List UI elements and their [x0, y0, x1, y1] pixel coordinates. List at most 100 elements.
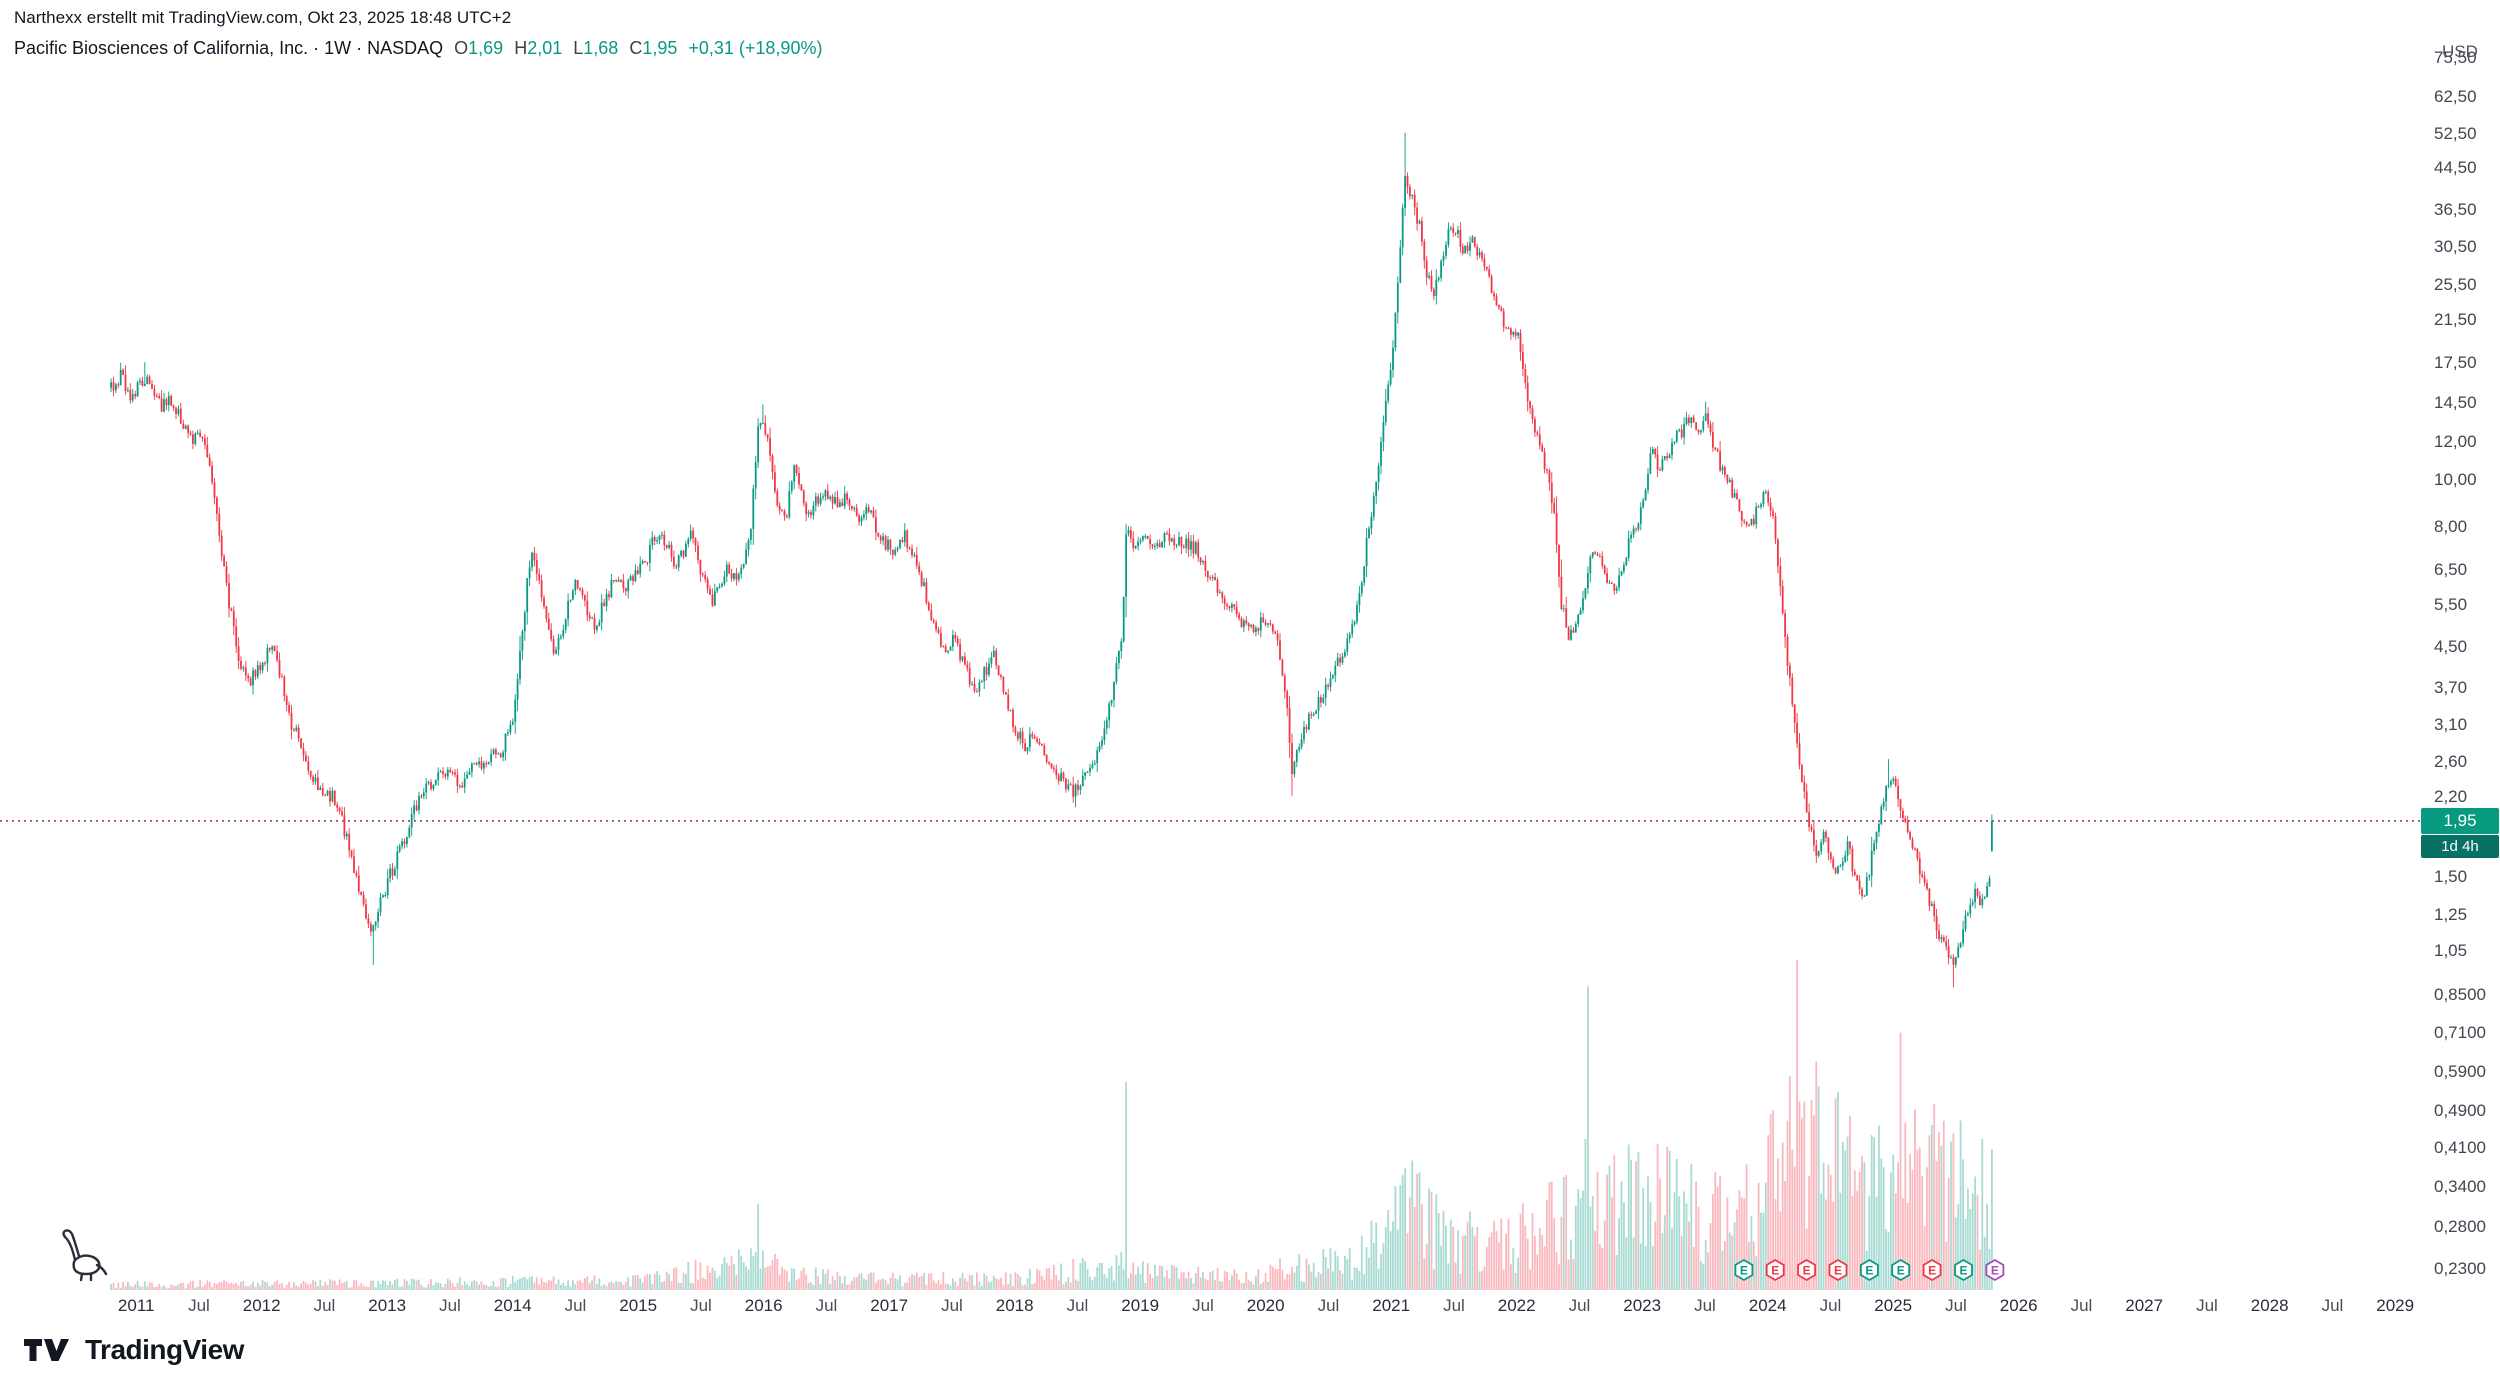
time-tick: Jul	[1568, 1296, 1591, 1315]
price-tick: 14,50	[2434, 392, 2477, 412]
price-tick: 62,50	[2434, 87, 2477, 107]
price-tick: 10,00	[2434, 470, 2477, 490]
svg-text:E: E	[1959, 1264, 1967, 1278]
tradingview-logo[interactable]: TradingView	[22, 1334, 244, 1366]
time-tick: 2019	[1121, 1296, 1160, 1315]
earnings-marker[interactable]: E	[1797, 1258, 1816, 1282]
price-tick: 0,2300	[2434, 1258, 2486, 1278]
price-tick: 1,50	[2434, 866, 2468, 886]
time-tick: Jul	[1694, 1296, 1716, 1315]
dinosaur-drawing[interactable]	[62, 1229, 108, 1282]
svg-text:E: E	[1834, 1264, 1842, 1278]
svg-text:E: E	[1771, 1264, 1779, 1278]
time-tick: Jul	[1192, 1296, 1214, 1315]
time-tick: Jul	[2196, 1296, 2218, 1315]
candle-wicks-down	[113, 172, 1981, 988]
symbol-line: Pacific Biosciences of California, Inc. …	[14, 38, 822, 59]
price-tick: 0,4100	[2434, 1137, 2486, 1157]
bar-countdown: 1d 4h	[2421, 834, 2499, 858]
chart-byline: Narthexx erstellt mit TradingView.com, O…	[14, 8, 512, 27]
price-tick: 0,5900	[2434, 1061, 2486, 1081]
tradingview-mark-icon	[24, 1339, 69, 1361]
price-tick: 30,50	[2434, 237, 2477, 257]
time-tick: Jul	[564, 1296, 587, 1315]
ohlc-open: O1,69	[454, 38, 504, 58]
svg-text:E: E	[1897, 1264, 1905, 1278]
earnings-marker[interactable]: E	[1734, 1258, 1754, 1282]
time-tick: Jul	[1819, 1296, 1842, 1315]
time-tick: 2028	[2250, 1296, 2289, 1315]
change-value: +0,31 (+18,90%)	[688, 38, 823, 58]
earnings-marker[interactable]: E	[1954, 1258, 1973, 1282]
time-tick: 2014	[493, 1296, 532, 1315]
time-tick: Jul	[1945, 1296, 1967, 1315]
price-tick: 1,05	[2434, 941, 2468, 961]
time-tick: 2011	[117, 1296, 155, 1315]
svg-text:E: E	[1928, 1264, 1936, 1278]
price-tick: 6,50	[2434, 560, 2468, 580]
time-tick: Jul	[941, 1296, 963, 1315]
earnings-marker[interactable]: E	[1828, 1258, 1848, 1282]
earnings-marker[interactable]: E	[1922, 1258, 1942, 1282]
price-tick: 3,70	[2434, 678, 2468, 697]
svg-text:E: E	[1865, 1264, 1873, 1278]
svg-text:E: E	[1991, 1264, 1999, 1278]
price-tick: 0,7100	[2434, 1023, 2486, 1043]
price-tick: 1,25	[2434, 904, 2468, 924]
price-tick: 52,50	[2434, 123, 2477, 143]
earnings-marker[interactable]: E	[1985, 1258, 2005, 1282]
ohlc-close: C1,95	[629, 38, 678, 58]
candle-bodies-up	[110, 176, 1993, 965]
currency-label[interactable]: USD	[2442, 42, 2478, 61]
candle-bodies-down	[112, 176, 1981, 965]
time-tick: 2029	[2376, 1296, 2415, 1315]
time-axis[interactable]: 2011 Jul 2012 Jul 2013 Jul 2014 Jul 2015 Jul 2016 J…	[0, 1292, 2420, 1322]
time-tick: 2018	[995, 1296, 1034, 1315]
time-tick: 2015	[619, 1296, 658, 1315]
svg-text:E: E	[1740, 1264, 1748, 1278]
time-tick: 2026	[1999, 1296, 2038, 1315]
price-tick: 25,50	[2434, 274, 2477, 294]
earnings-marker[interactable]: E	[1765, 1258, 1785, 1282]
time-tick: Jul	[2321, 1296, 2344, 1315]
time-tick: Jul	[313, 1296, 336, 1315]
price-tick: 44,50	[2434, 158, 2477, 178]
earnings-marker[interactable]: E	[1860, 1258, 1879, 1282]
earnings-marker[interactable]: E	[1891, 1258, 1911, 1282]
ohlc-high: H2,01	[514, 38, 563, 58]
price-tick: 12,00	[2434, 432, 2477, 452]
chart-header: Narthexx erstellt mit TradingView.com, O…	[14, 8, 822, 59]
candle-wicks-up	[110, 132, 1993, 968]
price-tick: 3,10	[2434, 714, 2468, 734]
price-tick: 0,8500	[2434, 985, 2486, 1005]
volume-bars-down	[112, 960, 1981, 1290]
price-tick: 21,50	[2434, 310, 2477, 330]
symbol-title[interactable]: Pacific Biosciences of California, Inc. …	[14, 38, 444, 58]
time-tick: 2024	[1748, 1296, 1787, 1315]
price-tick: 17,50	[2434, 353, 2477, 373]
price-axis[interactable]: 75,50 62,50 52,50 44,50 36,50 30,50 25,50 21,50…	[2420, 0, 2500, 1320]
time-tick: 2025	[1874, 1296, 1913, 1315]
price-tick: 2,60	[2434, 751, 2468, 771]
time-tick: Jul	[690, 1296, 712, 1315]
price-tick: 2,20	[2434, 786, 2468, 806]
time-tick: 2017	[870, 1296, 909, 1315]
price-tick: 0,4900	[2434, 1100, 2486, 1120]
price-tick: 0,2800	[2434, 1217, 2486, 1237]
price-tick: 75,50	[2434, 47, 2477, 67]
time-tick: 2027	[2125, 1296, 2164, 1315]
time-tick: Jul	[1066, 1296, 1089, 1315]
time-tick: Jul	[2070, 1296, 2093, 1315]
tradingview-wordmark: TradingView	[85, 1334, 244, 1365]
time-tick: 2013	[368, 1296, 407, 1315]
time-tick: 2021	[1372, 1296, 1411, 1315]
time-tick: Jul	[439, 1296, 461, 1315]
time-tick: 2012	[242, 1296, 281, 1315]
time-tick: Jul	[815, 1296, 838, 1315]
time-tick: 2020	[1246, 1296, 1285, 1315]
time-tick: Jul	[1317, 1296, 1340, 1315]
price-tick: 4,50	[2434, 637, 2468, 657]
time-tick: 2016	[744, 1296, 783, 1315]
